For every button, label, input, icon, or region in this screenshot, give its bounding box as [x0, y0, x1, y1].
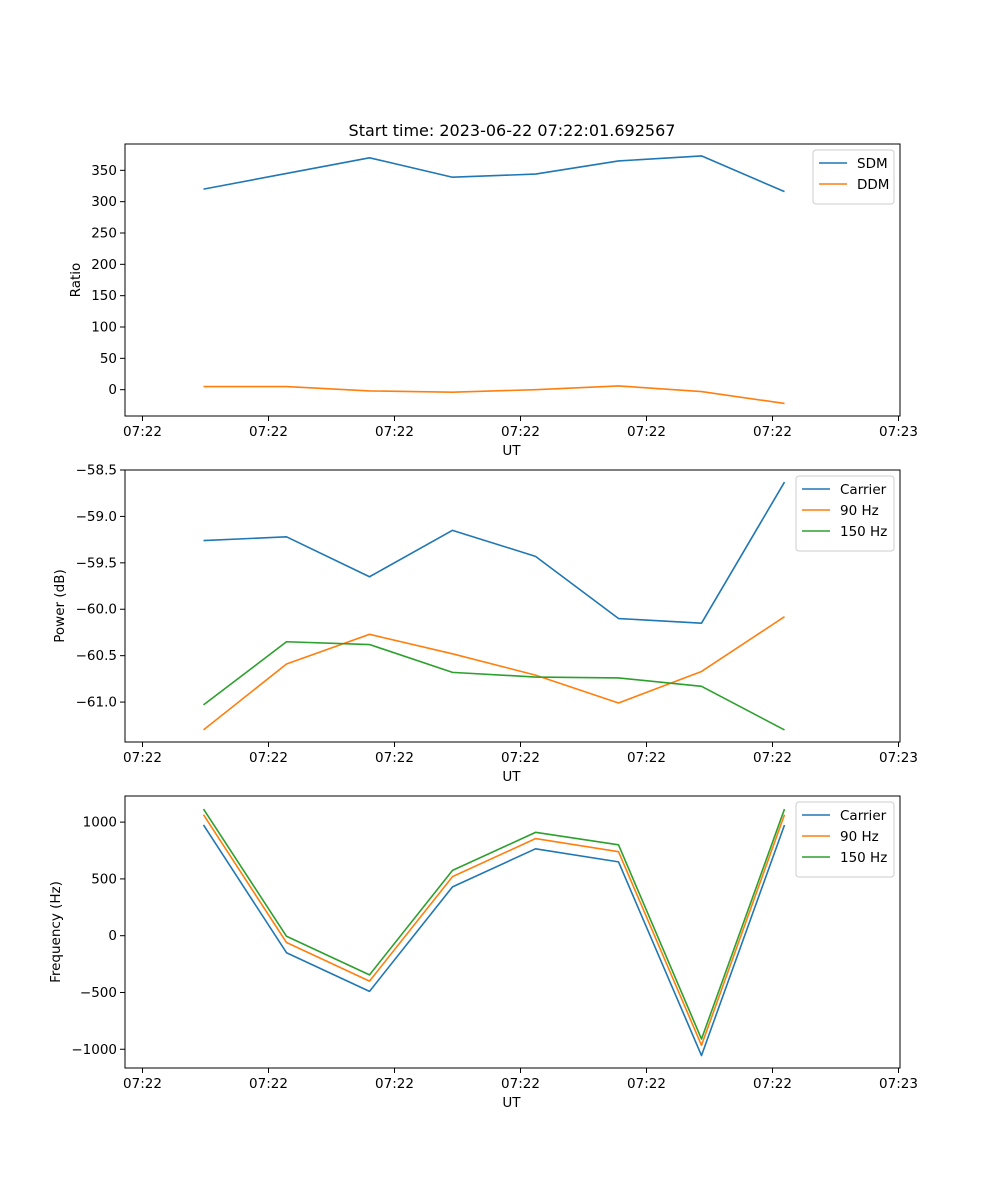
- y-tick-label: 200: [91, 257, 117, 273]
- y-tick-label: −60.5: [76, 648, 117, 664]
- legend-label: 90 Hz: [840, 829, 879, 845]
- y-tick-label: −61.0: [76, 695, 117, 711]
- legend-label: SDM: [857, 156, 888, 172]
- y-tick-label: 50: [100, 351, 117, 367]
- y-tick-label: −60.0: [76, 602, 117, 618]
- ratio-panel: 07:22 07:22 07:22 07:22 07:22 07:22 07:23 0 50 10…: [68, 143, 918, 459]
- power-panel: 07:22 07:22 07:22 07:22 07:22 07:22 07:23 −61.0…: [52, 463, 918, 786]
- y-axis-label: Ratio: [68, 263, 84, 298]
- x-tick-label: 07:22: [123, 424, 162, 440]
- plot-frame: [124, 469, 901, 743]
- y-tick-label: −58.5: [76, 463, 117, 479]
- series-line-carrier: [203, 481, 786, 624]
- y-tick-label: −59.5: [76, 555, 117, 571]
- y-tick-label: 100: [91, 320, 117, 336]
- x-tick-label: 07:22: [501, 750, 540, 766]
- legend-label: 90 Hz: [840, 503, 879, 519]
- series-line-ddm: [203, 385, 785, 405]
- y-axis-label: Frequency (Hz): [48, 881, 64, 983]
- plot-frame: [124, 795, 901, 1069]
- y-tick-label: 0: [108, 382, 117, 398]
- legend-label: DDM: [857, 177, 889, 193]
- x-tick-label: 07:22: [501, 424, 540, 440]
- x-axis-label: UT: [502, 769, 521, 785]
- legend-label: Carrier: [840, 482, 887, 498]
- chart-title: Start time: 2023-06-22 07:22:01.692567: [349, 121, 676, 140]
- series-line-90-hz: [203, 616, 785, 731]
- x-tick-label: 07:22: [249, 424, 288, 440]
- y-axis-label: Power (dB): [52, 569, 68, 642]
- legend: [795, 801, 895, 878]
- series-line-150-hz: [203, 640, 785, 731]
- x-tick-label: 07:22: [375, 1076, 414, 1092]
- x-tick-label: 07:22: [249, 1076, 288, 1092]
- y-tick-label: 1000: [83, 815, 117, 831]
- series-line-sdm: [203, 155, 785, 193]
- x-tick-label: 07:23: [879, 424, 918, 440]
- x-tick-label: 07:22: [627, 750, 666, 766]
- y-tick-label: 500: [91, 871, 117, 887]
- x-tick-label: 07:22: [375, 750, 414, 766]
- legend-label: 150 Hz: [840, 524, 887, 540]
- x-tick-label: 07:23: [879, 750, 918, 766]
- x-tick-label: 07:22: [249, 750, 288, 766]
- plot-frame: [124, 143, 901, 417]
- x-tick-label: 07:22: [123, 750, 162, 766]
- y-tick-label: 300: [91, 194, 117, 210]
- x-tick-label: 07:23: [879, 1076, 918, 1092]
- x-tick-label: 07:22: [501, 1076, 540, 1092]
- series-line-150-hz: [202, 808, 786, 1040]
- y-tick-label: −500: [80, 985, 117, 1001]
- x-tick-label: 07:22: [627, 424, 666, 440]
- y-tick-label: −59.0: [76, 509, 117, 525]
- legend-label: Carrier: [840, 808, 887, 824]
- x-axis-label: UT: [502, 1095, 521, 1111]
- x-tick-label: 07:22: [375, 424, 414, 440]
- series-line-carrier: [202, 824, 786, 1057]
- x-tick-label: 07:22: [753, 424, 792, 440]
- legend: [795, 475, 895, 552]
- x-tick-label: 07:22: [123, 1076, 162, 1092]
- y-tick-label: −1000: [71, 1042, 117, 1058]
- y-tick-label: 350: [91, 163, 117, 179]
- x-tick-label: 07:22: [753, 750, 792, 766]
- x-axis-label: UT: [502, 443, 521, 459]
- frequency-panel: 07:22 07:22 07:22 07:22 07:22 07:22 07:23 −1000…: [48, 795, 918, 1111]
- series-line-90-hz: [202, 814, 786, 1047]
- y-tick-label: 250: [91, 225, 117, 241]
- y-tick-label: 150: [91, 288, 117, 304]
- y-tick-label: 0: [108, 928, 117, 944]
- x-tick-label: 07:22: [753, 1076, 792, 1092]
- x-tick-label: 07:22: [627, 1076, 666, 1092]
- legend-label: 150 Hz: [840, 850, 887, 866]
